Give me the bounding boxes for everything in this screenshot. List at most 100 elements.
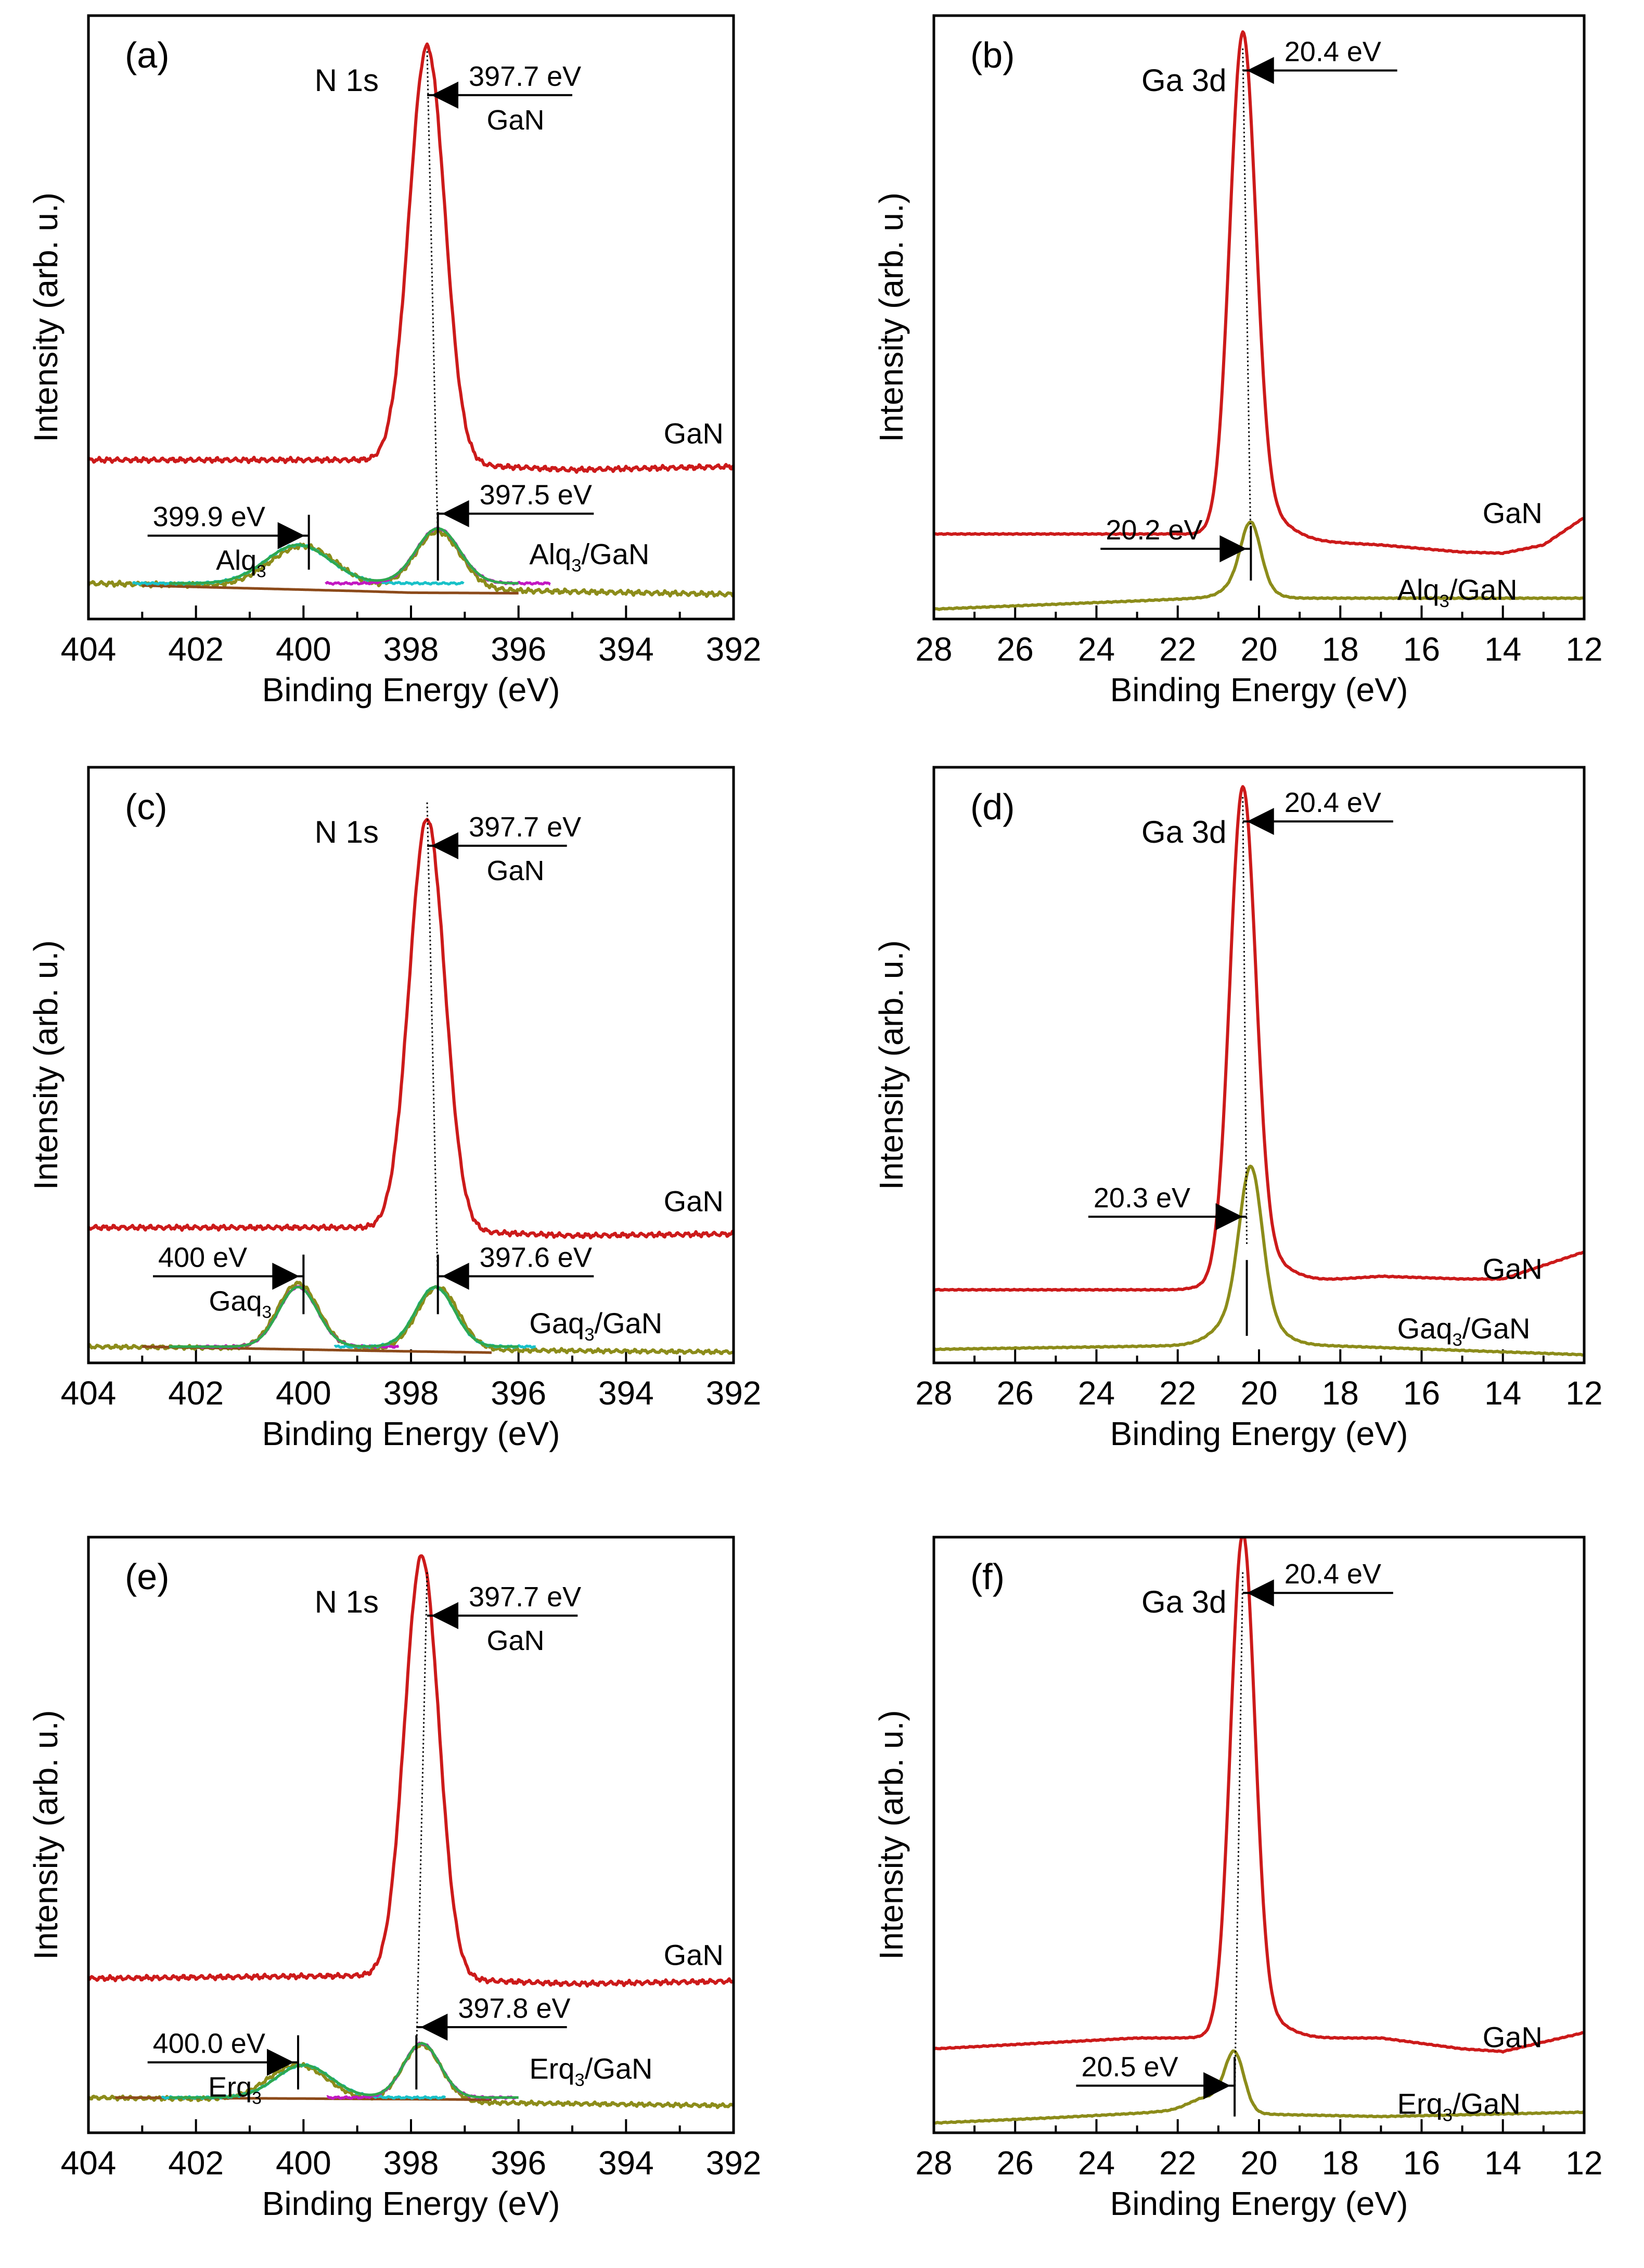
x-tick-label: 18 [1322, 630, 1359, 668]
x-tick-label: 396 [491, 630, 546, 668]
annotation-energy-label: 397.5 eV [480, 480, 592, 511]
curve-label: Erq3/GaN [1397, 2087, 1521, 2125]
x-tick-label: 24 [1078, 2144, 1115, 2182]
curve-label: Alq3/GaN [1397, 573, 1518, 611]
plot-area [88, 1554, 734, 2109]
x-tick-label: 402 [168, 630, 224, 668]
x-tick-label: 398 [383, 1374, 439, 1412]
core-level-label: Ga 3d [1141, 63, 1226, 98]
annotation-energy-label: 397.6 eV [480, 1242, 592, 1273]
plot-area [88, 802, 734, 1356]
core-level-label: N 1s [315, 63, 379, 98]
x-tick-label: 16 [1403, 1374, 1440, 1412]
peak-shift-line [415, 1572, 428, 2057]
x-tick-label: 400 [276, 1374, 331, 1412]
chart-panel-b: 28 26 24 22 20 18 16 14 12 Binding Energy (eV) Int… [872, 14, 1603, 708]
annotation-species-label: GaN [486, 855, 544, 886]
annotation-arrowhead [431, 832, 458, 859]
panel-label: (d) [970, 787, 1015, 827]
curve-label: GaN [1483, 1253, 1543, 1285]
x-tick-label: 398 [383, 630, 439, 668]
annotation-arrowhead [272, 1262, 300, 1290]
series-substrate-line [88, 818, 734, 1240]
x-tick-label: 404 [61, 630, 117, 668]
x-tick-label: 20 [1240, 2144, 1277, 2182]
x-tick-label: 12 [1565, 2144, 1602, 2182]
annotation-arrowhead [1247, 1579, 1274, 1607]
y-axis-title: Intensity (arb. u.) [872, 1710, 910, 1960]
fit-component-line [132, 543, 465, 586]
curve-label: GaN [664, 417, 724, 450]
annotation-species-label: Gaq3 [209, 1285, 272, 1322]
x-tick-label: 396 [491, 2144, 546, 2182]
x-tick-label: 404 [61, 2144, 117, 2182]
chart-panel-a: 404 402 400 398 396 394 392 Binding Energy (eV)… [27, 14, 762, 708]
x-tick-label: 394 [598, 1374, 654, 1412]
x-tick-label: 396 [491, 1374, 546, 1412]
annotation-arrowhead [431, 1602, 458, 1629]
annotation-arrowhead [1203, 2072, 1231, 2099]
core-level-label: N 1s [315, 815, 379, 849]
series-film-line [934, 2049, 1584, 2125]
series-substrate-line [88, 42, 734, 474]
curve-label: GaN [1483, 496, 1543, 529]
annotation-species-label: GaN [486, 105, 544, 136]
annotation-species-label: Erq3 [208, 2072, 262, 2108]
panel-label: (c) [125, 787, 168, 827]
y-axis-title: Intensity (arb. u.) [872, 940, 910, 1190]
fit-background-line [142, 584, 519, 595]
chart-panel-d: 28 26 24 22 20 18 16 14 12 Binding Energy (eV) Int… [872, 766, 1603, 1452]
x-tick-label: 16 [1403, 2144, 1440, 2182]
annotation-energy-label: 20.4 eV [1285, 787, 1381, 818]
panel-label: (f) [970, 1556, 1005, 1597]
annotation-energy-label: 397.7 eV [469, 811, 581, 843]
annotation-arrowhead [420, 2014, 448, 2041]
x-tick-label: 14 [1484, 630, 1521, 668]
series-film-line [934, 520, 1584, 611]
annotation-energy-label: 399.9 eV [153, 501, 265, 533]
x-tick-label: 398 [383, 2144, 439, 2182]
x-tick-label: 14 [1484, 1374, 1521, 1412]
plot-frame [932, 766, 1586, 1364]
x-tick-label: 20 [1240, 630, 1277, 668]
series-substrate-line [934, 30, 1584, 556]
x-axis-title: Binding Energy (eV) [262, 1415, 560, 1452]
x-tick-label: 24 [1078, 630, 1115, 668]
curve-label: Erq3/GaN [529, 2052, 652, 2090]
curve-label: Alq3/GaN [529, 538, 649, 576]
x-tick-label: 26 [997, 630, 1034, 668]
x-tick-label: 20 [1240, 1374, 1277, 1412]
plot-area [934, 30, 1584, 611]
x-tick-label: 400 [276, 2144, 331, 2182]
peak-shift-line [1234, 1572, 1244, 2103]
core-level-label: Ga 3d [1141, 815, 1226, 849]
curve-label: GaN [664, 1938, 724, 1971]
x-tick-label: 22 [1159, 2144, 1196, 2182]
x-tick-label: 22 [1159, 1374, 1196, 1412]
annotation-energy-label: 20.5 eV [1081, 2051, 1178, 2082]
fit-component-line [333, 1285, 537, 1349]
y-axis-title: Intensity (arb. u.) [872, 192, 910, 442]
x-tick-label: 392 [706, 1374, 762, 1412]
x-tick-label: 18 [1322, 2144, 1359, 2182]
y-axis-title: Intensity (arb. u.) [27, 940, 65, 1190]
x-tick-label: 24 [1078, 1374, 1115, 1412]
chart-panel-c: 404 402 400 398 396 394 392 Binding Energy (eV)… [27, 766, 762, 1452]
x-tick-label: 402 [168, 2144, 224, 2182]
x-tick-label: 16 [1403, 630, 1440, 668]
plot-frame [932, 1536, 1586, 2134]
x-axis-title: Binding Energy (eV) [1110, 1415, 1408, 1452]
peak-shift-line [1242, 48, 1252, 553]
annotation-species-label: Alq3 [216, 545, 266, 582]
x-tick-label: 12 [1565, 630, 1602, 668]
annotation-arrowhead [442, 1262, 469, 1290]
x-tick-label: 392 [706, 2144, 762, 2182]
x-tick-label: 392 [706, 630, 762, 668]
fit-envelope-line [168, 527, 519, 585]
x-tick-label: 12 [1565, 1374, 1602, 1412]
peak-shift-line [426, 802, 439, 1287]
annotation-arrowhead [1215, 1203, 1243, 1230]
series-substrate-line [934, 1537, 1584, 2054]
fit-envelope-line [168, 2042, 519, 2099]
